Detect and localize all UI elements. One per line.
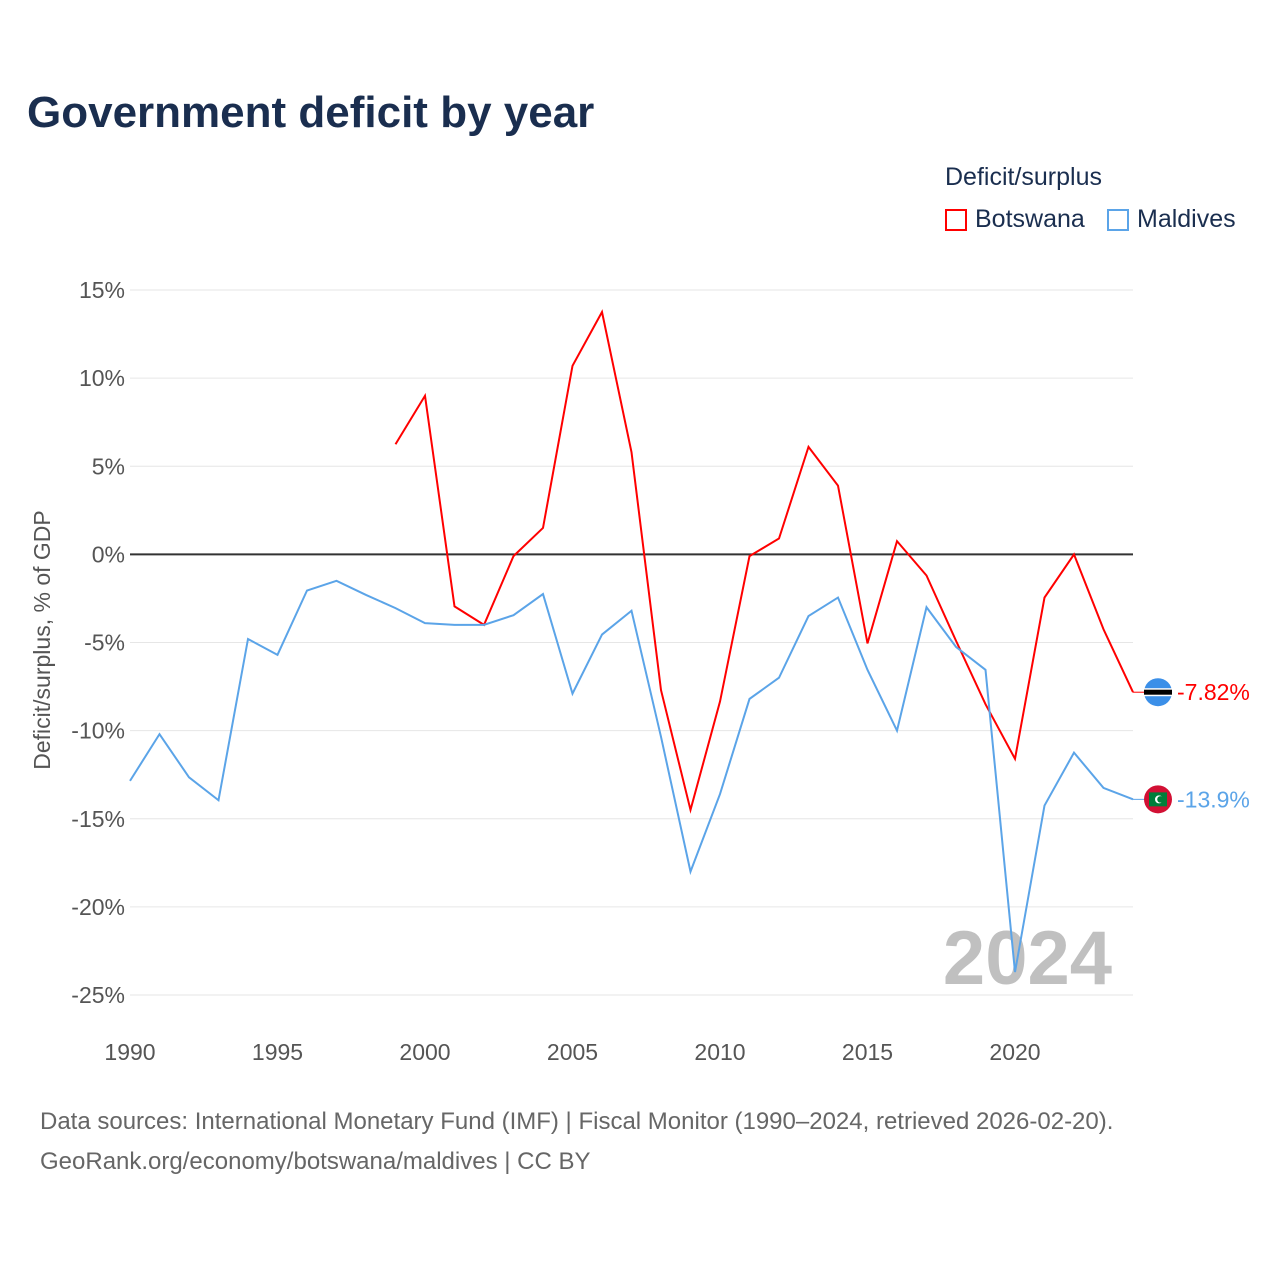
y-tick-label: 10%	[79, 365, 125, 391]
legend-label: Maldives	[1137, 205, 1236, 233]
y-tick-label: 15%	[79, 277, 125, 303]
series-line-botswana	[394, 309, 1134, 814]
legend-item-maldives[interactable]: Maldives	[1107, 205, 1236, 234]
legend-title: Deficit/surplus	[945, 163, 1102, 191]
flag-stripe	[1144, 689, 1172, 695]
legend-label: Botswana	[975, 205, 1085, 233]
x-tick-label: 2000	[399, 1039, 450, 1065]
footer-credit: GeoRank.org/economy/botswana/maldives | …	[40, 1148, 591, 1175]
y-tick-label: -10%	[71, 718, 125, 744]
y-tick-label: 0%	[92, 541, 125, 567]
y-tick-label: 5%	[92, 453, 125, 479]
legend-swatch-maldives	[1107, 208, 1129, 231]
legend-swatch-botswana	[945, 208, 967, 231]
flag-crescent-cut	[1157, 796, 1164, 803]
y-tick-label: -5%	[84, 630, 125, 656]
footer-source: Data sources: International Monetary Fun…	[40, 1108, 1114, 1135]
x-tick-label: 2010	[694, 1039, 745, 1065]
x-tick-label: 1990	[104, 1039, 155, 1065]
year-watermark: 2024	[943, 916, 1112, 1001]
y-tick-label: -25%	[71, 982, 125, 1008]
y-axis-label: Deficit/surplus, % of GDP	[29, 510, 55, 769]
x-tick-label: 2020	[989, 1039, 1040, 1065]
x-tick-label: 2005	[547, 1039, 598, 1065]
y-tick-label: -20%	[71, 894, 125, 920]
chart-title: Government deficit by year	[27, 88, 595, 137]
legend-item-botswana[interactable]: Botswana	[945, 205, 1085, 234]
end-value-label-maldives: -13.9%	[1177, 786, 1250, 812]
x-tick-label: 1995	[252, 1039, 303, 1065]
series-line-maldives	[129, 579, 1134, 973]
y-tick-label: -15%	[71, 806, 125, 832]
end-value-label-botswana: -7.82%	[1177, 679, 1250, 705]
x-tick-label: 2015	[842, 1039, 893, 1065]
